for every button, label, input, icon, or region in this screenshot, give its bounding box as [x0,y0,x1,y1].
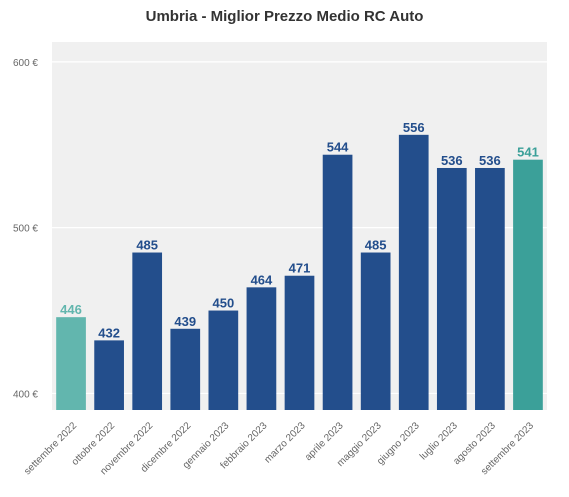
data-label: 541 [517,145,539,160]
y-tick-label: 600 € [13,58,38,69]
data-label: 446 [60,302,82,317]
data-label: 432 [98,325,120,340]
chart-title: Umbria - Miglior Prezzo Medio RC Auto [145,8,424,25]
bar [284,275,315,410]
y-tick-label: 400 € [13,389,38,400]
bar [94,340,124,410]
data-label: 464 [251,272,273,287]
data-label: 556 [403,120,425,135]
bar [436,167,467,410]
data-label: 450 [212,296,234,311]
bar [475,167,505,410]
data-label: 471 [289,261,311,276]
bar [56,317,86,410]
data-label: 536 [479,153,501,168]
bar [398,134,429,410]
data-label: 439 [174,314,196,329]
data-label: 544 [327,140,349,155]
x-tick-label: marzo 2023 [262,420,307,465]
bar [360,252,391,410]
data-label: 485 [365,238,387,253]
data-label: 536 [441,153,463,168]
bar [170,328,201,410]
bar [208,310,239,410]
data-label: 485 [136,238,158,253]
bar [132,252,163,410]
x-tick-label: settembre 2022 [22,420,79,477]
bar [322,154,353,410]
y-tick-label: 500 € [13,224,38,235]
bar [246,287,277,410]
bar [513,159,543,410]
